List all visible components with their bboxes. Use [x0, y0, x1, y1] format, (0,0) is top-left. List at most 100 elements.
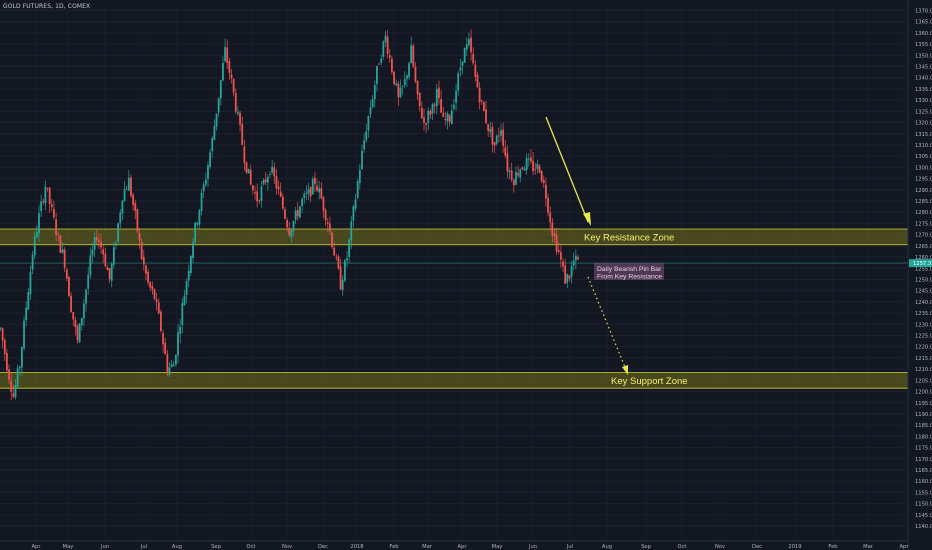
candle-body [534, 169, 537, 170]
candle-body [386, 36, 389, 54]
candle-body [403, 79, 406, 86]
candle-body [121, 200, 124, 214]
price-tick-label: 1315.0 [915, 132, 932, 138]
candle-body [350, 221, 353, 241]
candle-body [48, 187, 51, 205]
candle-body [70, 295, 72, 312]
time-tick-label: 2019 [788, 544, 801, 550]
candle-body [510, 170, 513, 180]
time-tick-label: Apr [458, 544, 468, 550]
price-tick-label: 1220.0 [915, 345, 932, 351]
candle-body [273, 167, 276, 177]
candle-body [530, 157, 532, 162]
candle-body [356, 181, 359, 198]
price-tick-label: 1190.0 [915, 412, 932, 418]
candle-body [63, 249, 66, 268]
price-tick-label: 1255.0 [915, 266, 932, 272]
candle-body [89, 255, 92, 276]
price-tick-label: 1305.0 [915, 154, 932, 160]
time-tick-label: Jun [528, 544, 537, 550]
zone-band [0, 229, 908, 245]
candle-body [160, 311, 162, 331]
candle-body [138, 232, 141, 241]
candle-body [53, 208, 55, 218]
candle-body [376, 65, 378, 84]
time-tick-label: 2018 [350, 544, 363, 550]
candle-body [545, 184, 547, 199]
candle-body [142, 257, 145, 265]
time-tick-label: Jul [566, 544, 573, 550]
candle-body [296, 210, 299, 217]
candle-body [68, 277, 70, 297]
price-tick-label: 1335.0 [915, 87, 932, 93]
candle-body [506, 153, 509, 172]
candle-body [1, 328, 4, 341]
price-tick-label: 1365.0 [915, 20, 932, 26]
price-tick-label: 1340.0 [915, 76, 932, 82]
price-tick-label: 1280.0 [915, 210, 932, 216]
candle-body [440, 99, 443, 113]
candle-body [301, 198, 303, 206]
candle-body [348, 239, 351, 257]
price-tick-label: 1170.0 [915, 457, 932, 463]
candle-body [23, 320, 25, 349]
price-axis[interactable]: 1140.0 1145.0 1150.0 1155.0 1160.0 1165.0 1170… [909, 8, 932, 530]
price-tick-label: 1225.0 [915, 334, 932, 340]
candle-body [157, 302, 160, 314]
candle-body [572, 260, 575, 266]
candle-body [318, 188, 321, 193]
candle-body [76, 326, 79, 341]
candle-body [258, 200, 261, 202]
time-axis[interactable]: Apr May Jun Jul Aug Sep Oct Nov Dec 2018 Feb Mar Apr… [32, 544, 910, 550]
candle-body [249, 170, 252, 185]
price-tick-label: 1250.0 [915, 277, 932, 283]
candle-body [27, 292, 30, 310]
candle-body [378, 63, 380, 65]
price-tick-label: 1285.0 [915, 199, 932, 205]
candle-body [303, 193, 306, 198]
candle-body [382, 41, 385, 57]
price-tick-label: 1350.0 [915, 53, 932, 59]
grid [0, 6, 908, 541]
price-tick-label: 1145.0 [915, 513, 932, 519]
candle-body [521, 167, 524, 169]
candle-body [198, 210, 201, 225]
candle-body [532, 160, 534, 172]
current-price-tag [909, 259, 932, 268]
support-zone-label: Key Support Zone [611, 376, 688, 387]
bearish-arrow-head [583, 212, 591, 226]
time-tick-label: Aug [602, 544, 612, 550]
candle-body [108, 268, 111, 280]
candle-body [438, 87, 440, 98]
candle-body [570, 266, 573, 277]
candle-body [83, 303, 85, 319]
candle-body [187, 270, 190, 281]
candle-body [373, 84, 376, 100]
target-arrow-line [587, 276, 628, 373]
candle-body [399, 87, 402, 98]
pin-bar-note-line-1: Daily Bearish Pin Bar [597, 266, 662, 273]
candle-body [18, 366, 21, 369]
price-tick-label: 1160.0 [915, 479, 932, 485]
candle-body [85, 289, 87, 304]
price-tick-label: 1150.0 [915, 502, 932, 508]
candle-body [433, 104, 436, 106]
candle-body [504, 147, 507, 156]
candle-body [168, 367, 171, 375]
candle-body [209, 152, 212, 168]
candle-body [164, 342, 167, 355]
candle-body [339, 266, 342, 290]
candle-body [239, 112, 241, 125]
candles [0, 29, 579, 401]
candle-body [6, 353, 8, 371]
price-tick-label: 1215.0 [915, 356, 932, 362]
candle-body [174, 355, 177, 365]
candle-body [10, 381, 13, 392]
candle-body [16, 368, 19, 387]
zone-band [0, 372, 908, 389]
candle-body [478, 87, 481, 103]
candle-body [549, 212, 552, 223]
candle-body [459, 67, 462, 71]
